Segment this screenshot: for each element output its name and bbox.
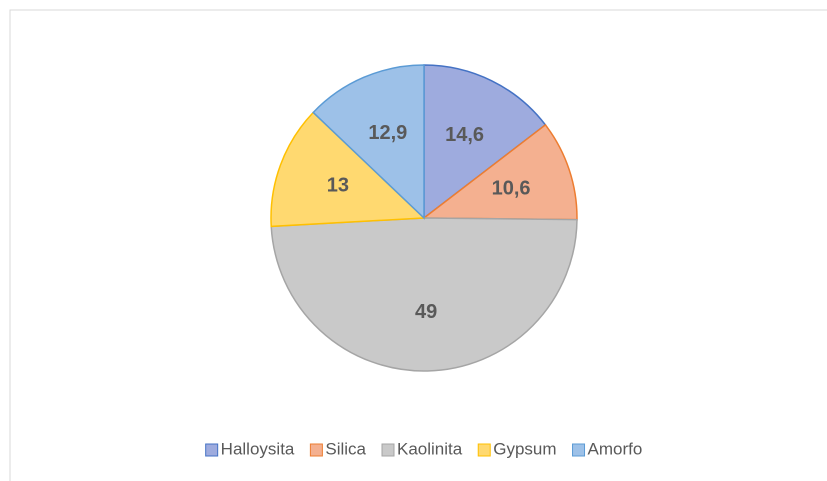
data-label: 13 (327, 175, 349, 197)
pie-slice (423, 64, 547, 220)
legend-label: Silica (325, 439, 366, 458)
legend-label: Halloysita (221, 439, 295, 458)
pie-slice (312, 64, 425, 220)
data-label: 49 (415, 301, 437, 323)
legend-swatch (205, 443, 219, 457)
data-label: 10,6 (492, 177, 531, 199)
data-label: 12,9 (368, 122, 407, 144)
legend-label: Amorfo (588, 439, 643, 458)
legend-swatch (381, 443, 395, 457)
data-label: 14,6 (445, 124, 484, 146)
pie-slice (270, 217, 578, 372)
legend-swatch (572, 443, 586, 457)
pie-slice (421, 123, 578, 221)
legend-label: Gypsum (493, 439, 556, 458)
pie-slice (270, 111, 426, 228)
chart-frame (9, 9, 827, 481)
legend-label: Kaolinita (397, 439, 463, 458)
legend-swatch (309, 443, 323, 457)
legend-swatch (477, 443, 491, 457)
